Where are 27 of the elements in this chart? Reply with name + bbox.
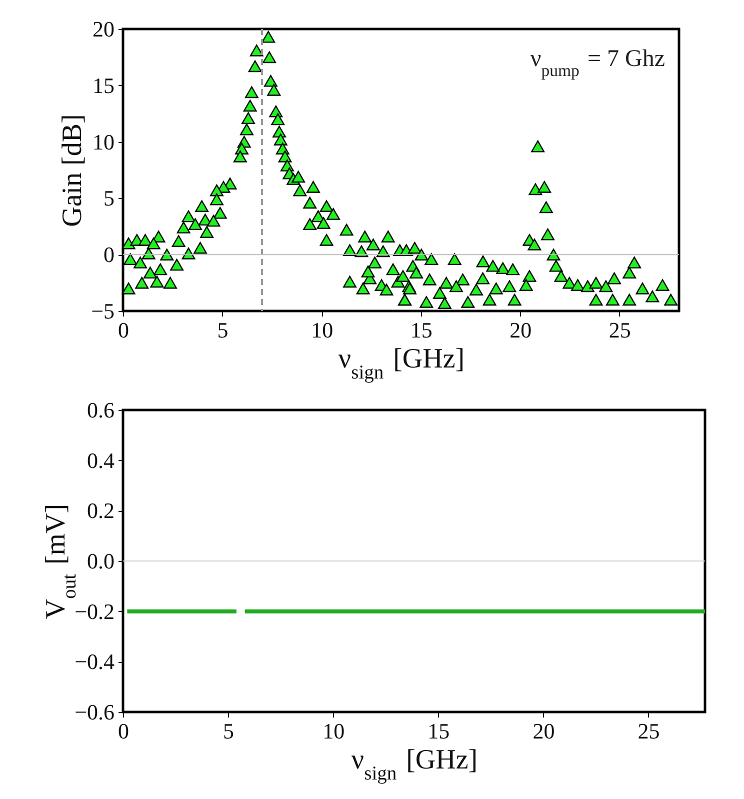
x-tick-label: 20 xyxy=(532,718,555,744)
y-tick-label: 0.6 xyxy=(87,398,114,422)
y-tick-label: −5 xyxy=(91,298,114,324)
x-tick-label: 15 xyxy=(410,318,432,342)
y-tick-label: 0.2 xyxy=(87,498,114,524)
y-tick-label: 0 xyxy=(104,242,114,268)
y-tick-label: −0.6 xyxy=(74,700,114,724)
x-tick-label: 25 xyxy=(608,318,631,342)
y-tick-label: 15 xyxy=(92,72,114,98)
x-tick-label: 15 xyxy=(428,718,450,744)
x-axis-title: ν$_{sign}$ [GHz] xyxy=(338,344,465,383)
y-tick-label: 5 xyxy=(104,186,114,211)
y-tick-label: 0.4 xyxy=(87,448,114,473)
x-tick-label: 25 xyxy=(638,718,660,744)
y-tick-label: −0.4 xyxy=(74,649,114,674)
x-tick-label: 5 xyxy=(217,318,228,342)
x-tick-label: 10 xyxy=(322,718,345,744)
annotation: ν$_{pump}$ = 7 Ghz xyxy=(530,46,665,80)
x-tick-label: 10 xyxy=(311,318,334,342)
y-tick-label: 0.0 xyxy=(87,548,114,574)
y-tick-label: 20 xyxy=(92,16,114,42)
x-tick-label: 5 xyxy=(223,718,234,744)
x-tick-label: 20 xyxy=(510,318,532,342)
y-tick-label: 10 xyxy=(92,129,114,154)
y-tick-label: −0.2 xyxy=(74,598,114,624)
y-axis-title: Gain [dB] xyxy=(57,114,88,227)
x-axis-title: ν$_{sign}$ [GHz] xyxy=(351,744,478,784)
